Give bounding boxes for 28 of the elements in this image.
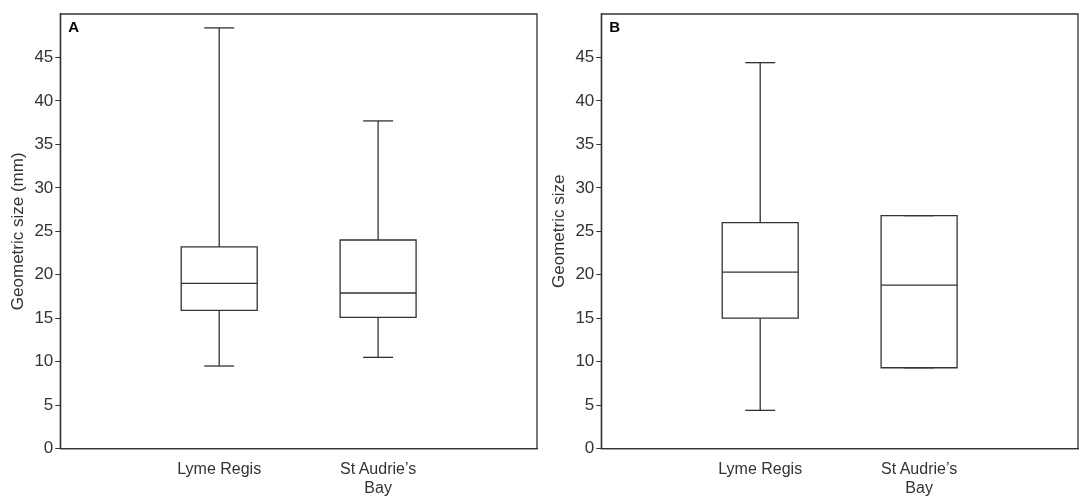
y-tick-label: 35 <box>575 134 595 154</box>
chart-title: A <box>68 17 80 35</box>
y-tick-label: 45 <box>575 47 595 67</box>
y-tick-label: 0 <box>584 438 595 458</box>
y-tick-label: 5 <box>584 394 595 414</box>
y-tick-label: 0 <box>43 438 54 458</box>
y-tick-label: 25 <box>575 220 595 240</box>
y-axis-title: Geometric size <box>548 174 568 288</box>
y-tick-label: 30 <box>34 177 54 197</box>
y-tick-label: 35 <box>34 134 54 154</box>
y-tick-label: 40 <box>34 90 54 110</box>
x-tick-label: Lyme Regis <box>177 459 262 477</box>
x-tick-label: St Audrie’s Bay <box>340 459 417 496</box>
y-tick-label: 15 <box>34 307 54 327</box>
y-tick-label: 45 <box>34 47 54 67</box>
y-tick-label: 5 <box>43 394 54 414</box>
y-tick-label: 40 <box>575 90 595 110</box>
x-tick-label: Lyme Regis <box>718 459 803 477</box>
y-tick-label: 20 <box>34 264 54 284</box>
y-tick-label: 10 <box>34 351 54 371</box>
y-tick-label: 20 <box>575 264 595 284</box>
y-axis-title: Geometric size (mm) <box>7 152 27 311</box>
y-tick-label: 10 <box>575 351 595 371</box>
chart-title: B <box>609 17 621 35</box>
x-tick-label: St Audrie’s Bay <box>881 459 958 496</box>
y-tick-label: 25 <box>34 220 54 240</box>
y-tick-label: 30 <box>575 177 595 197</box>
y-tick-label: 15 <box>575 307 595 327</box>
